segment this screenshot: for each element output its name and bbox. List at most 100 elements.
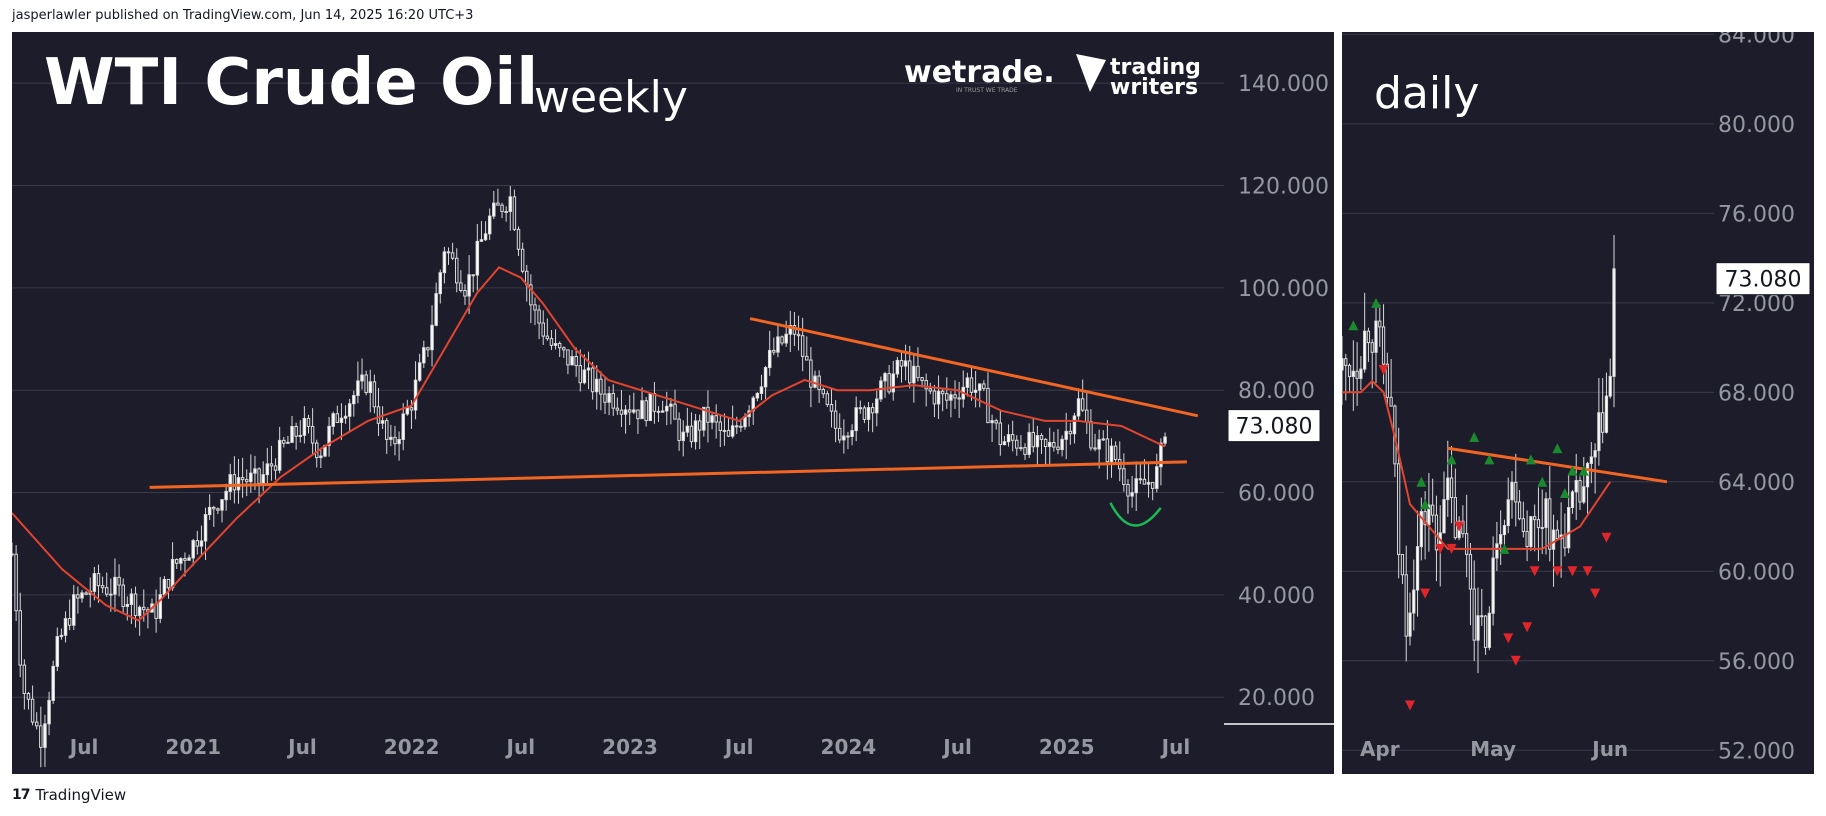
weekly-candle-body (780, 336, 784, 344)
weekly-candle-body (763, 367, 768, 388)
daily-sell-signal-marker (1522, 622, 1533, 633)
weekly-candle-body (965, 377, 970, 388)
weekly-candle-body (228, 474, 232, 492)
weekly-candle-body (665, 405, 669, 412)
daily-candle-body (1472, 588, 1476, 641)
weekly-candle-body (767, 349, 772, 369)
weekly-candle-body (619, 409, 624, 415)
weekly-candle-body (1064, 430, 1068, 440)
weekly-candle-body (681, 431, 685, 442)
weekly-candle-body (471, 274, 475, 277)
weekly-trendline (749, 317, 1199, 418)
daily-candle-body (1374, 320, 1378, 353)
daily-sell-signal-marker (1567, 566, 1578, 577)
weekly-candle-body (409, 407, 414, 411)
weekly-candle-body (1031, 431, 1035, 448)
weekly-ytick-label: 140.000 (1238, 72, 1329, 97)
daily-xtick-label: Apr (1360, 737, 1400, 761)
weekly-candle-body (796, 333, 801, 337)
weekly-candle-body (1089, 421, 1093, 449)
weekly-candle-body (335, 413, 340, 423)
footer-brand[interactable]: 17 TradingView (12, 786, 126, 804)
weekly-candle-body (459, 282, 463, 292)
weekly-candle-body (899, 359, 904, 367)
weekly-candle-body (693, 420, 698, 443)
weekly-candle-body (739, 425, 743, 428)
weekly-candle-body (109, 593, 113, 596)
weekly-candle-body (290, 425, 294, 443)
daily-candle-body (1601, 412, 1605, 433)
daily-candle-body (1340, 358, 1344, 371)
weekly-candle-body (244, 479, 249, 483)
weekly-candle-body (319, 455, 323, 459)
weekly-candle-body (669, 403, 673, 407)
weekly-candle-body (772, 349, 776, 353)
weekly-candle-body (1093, 447, 1097, 450)
weekly-candle-body (43, 723, 47, 748)
weekly-ytick-label: 100.000 (1238, 277, 1329, 302)
daily-sell-signal-marker (1378, 364, 1389, 375)
weekly-candle-body (1027, 431, 1031, 455)
weekly-candle-body (833, 410, 838, 429)
daily-buy-signal-marker (1469, 432, 1480, 443)
weekly-candle-body (595, 378, 599, 393)
weekly-candle-body (829, 404, 834, 412)
daily-chart[interactable]: 84.000 80.000 76.000 72.000 68.000 64.000 60.0… (1340, 23, 1814, 774)
weekly-candle-body (273, 465, 278, 471)
weekly-candle-body (133, 593, 138, 617)
weekly-candle-body (191, 540, 195, 559)
weekly-candle-body (158, 594, 162, 619)
daily-candle-body (1510, 481, 1514, 501)
weekly-candle-body (957, 397, 961, 400)
weekly-candle-body (356, 380, 360, 396)
weekly-candle-body (1060, 438, 1064, 451)
daily-candle-body (1536, 519, 1541, 529)
weekly-candle-body (352, 394, 356, 405)
weekly-chart-panel[interactable]: 140.000 120.000 100.000 80.000 60.000 40.000 2… (10, 32, 1334, 774)
daily-candle-body (1483, 615, 1488, 648)
daily-candle-body (1381, 326, 1386, 365)
weekly-chart[interactable]: 140.000 120.000 100.000 80.000 60.000 40.000 2… (10, 32, 1334, 774)
weekly-candle-body (689, 425, 694, 443)
weekly-candle-body (10, 553, 14, 556)
daily-ytick-label: 60.000 (1718, 560, 1795, 585)
weekly-candle-body (203, 514, 208, 542)
weekly-candle-body (96, 573, 101, 587)
daily-chart-panel[interactable]: 84.000 80.000 76.000 72.000 68.000 64.000 60.0… (1340, 23, 1814, 774)
weekly-candle-body (1052, 442, 1056, 448)
weekly-candle-body (660, 410, 665, 413)
weekly-ytick-label: 120.000 (1238, 175, 1329, 200)
weekly-candle-body (249, 472, 253, 483)
weekly-candle-body (611, 392, 615, 409)
weekly-candle-body (895, 359, 900, 375)
weekly-candle-body (331, 413, 335, 427)
weekly-candle-body (969, 377, 974, 393)
daily-candle-body (1567, 507, 1571, 549)
weekly-candle-body (726, 429, 731, 437)
weekly-candle-body (562, 347, 566, 351)
weekly-candle-body (1146, 481, 1151, 485)
weekly-ytick-label: 40.000 (1238, 584, 1315, 609)
weekly-candle-body (590, 367, 595, 393)
daily-candle-body (1529, 516, 1533, 548)
weekly-candle-body (187, 557, 191, 561)
weekly-candle-body (949, 394, 953, 401)
daily-candle-body (1431, 504, 1435, 516)
weekly-xtick-label: Jul (941, 735, 972, 759)
weekly-candle-body (277, 439, 282, 471)
daily-candle-body (1525, 530, 1529, 548)
weekly-candle-body (1163, 436, 1167, 444)
weekly-candle-body (706, 406, 710, 423)
weekly-candle-body (240, 477, 245, 481)
weekly-candle-body (945, 393, 949, 401)
daily-buy-signal-marker (1484, 454, 1495, 465)
weekly-candle-body (220, 499, 224, 511)
tradingview-logo-icon: 17 (12, 787, 31, 803)
weekly-candle-body (385, 420, 389, 440)
weekly-candle-body (537, 309, 541, 324)
weekly-xtick-label: 2024 (821, 735, 877, 759)
weekly-last-price-box (1227, 409, 1321, 443)
daily-candle-body (1355, 370, 1359, 379)
daily-candle-body (1344, 358, 1348, 366)
weekly-candle-body (623, 409, 628, 415)
